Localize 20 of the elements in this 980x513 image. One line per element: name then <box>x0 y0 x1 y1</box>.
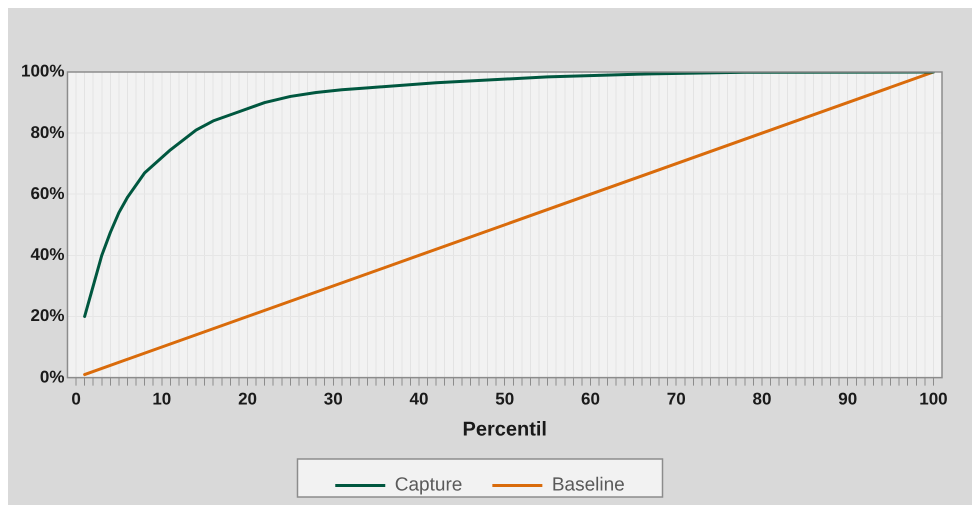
x-tick-label: 60 <box>581 389 600 408</box>
y-tick-label: 100% <box>20 62 64 81</box>
x-tick-label: 100 <box>919 389 948 408</box>
y-tick-label: 80% <box>30 122 64 142</box>
x-axis-title: Percentil <box>462 418 547 441</box>
x-tick-label: 80 <box>752 389 772 408</box>
x-tick-label: 30 <box>324 389 343 408</box>
x-tick-label: 70 <box>666 389 686 408</box>
legend-label: Baseline <box>552 474 625 496</box>
x-tick-label: 20 <box>238 389 257 408</box>
x-tick-label: 90 <box>838 389 858 408</box>
y-tick-label: 0% <box>40 367 64 386</box>
legend-label: Capture <box>394 474 462 496</box>
y-tick-label: 40% <box>30 245 64 264</box>
y-tick-label: 20% <box>30 306 64 326</box>
y-tick-label: 60% <box>30 184 64 203</box>
x-tick-label: 0 <box>71 389 81 408</box>
x-tick-label: 50 <box>495 389 514 408</box>
x-tick-label: 40 <box>410 389 428 408</box>
x-tick-label: 10 <box>152 389 172 408</box>
